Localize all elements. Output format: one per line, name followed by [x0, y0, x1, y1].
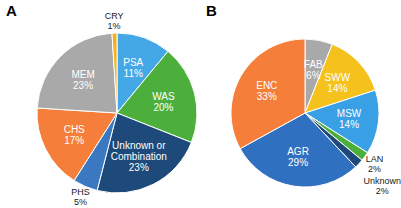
svg-text:ENC33%: ENC33% [256, 79, 277, 101]
svg-text:MSW14%: MSW14% [337, 108, 362, 130]
svg-text:AGR29%: AGR29% [287, 146, 309, 168]
svg-text:LAN2%: LAN2% [366, 154, 384, 174]
svg-text:CRY1%: CRY1% [105, 11, 124, 31]
svg-text:PHS5%: PHS5% [71, 187, 90, 207]
svg-text:WAS20%: WAS20% [152, 90, 175, 112]
svg-text:CHS17%: CHS17% [64, 124, 85, 146]
svg-text:FAB6%: FAB6% [304, 58, 323, 80]
svg-text:PSA11%: PSA11% [123, 57, 143, 79]
svg-text:SWW14%: SWW14% [325, 72, 351, 94]
svg-text:MEM23%: MEM23% [71, 68, 94, 90]
svg-text:Unknown orCombination23%: Unknown orCombination23% [111, 139, 167, 172]
html-text:B: B [206, 2, 217, 19]
html-text:A: A [6, 2, 17, 19]
svg-text:Unknown2%: Unknown2% [364, 176, 393, 196]
